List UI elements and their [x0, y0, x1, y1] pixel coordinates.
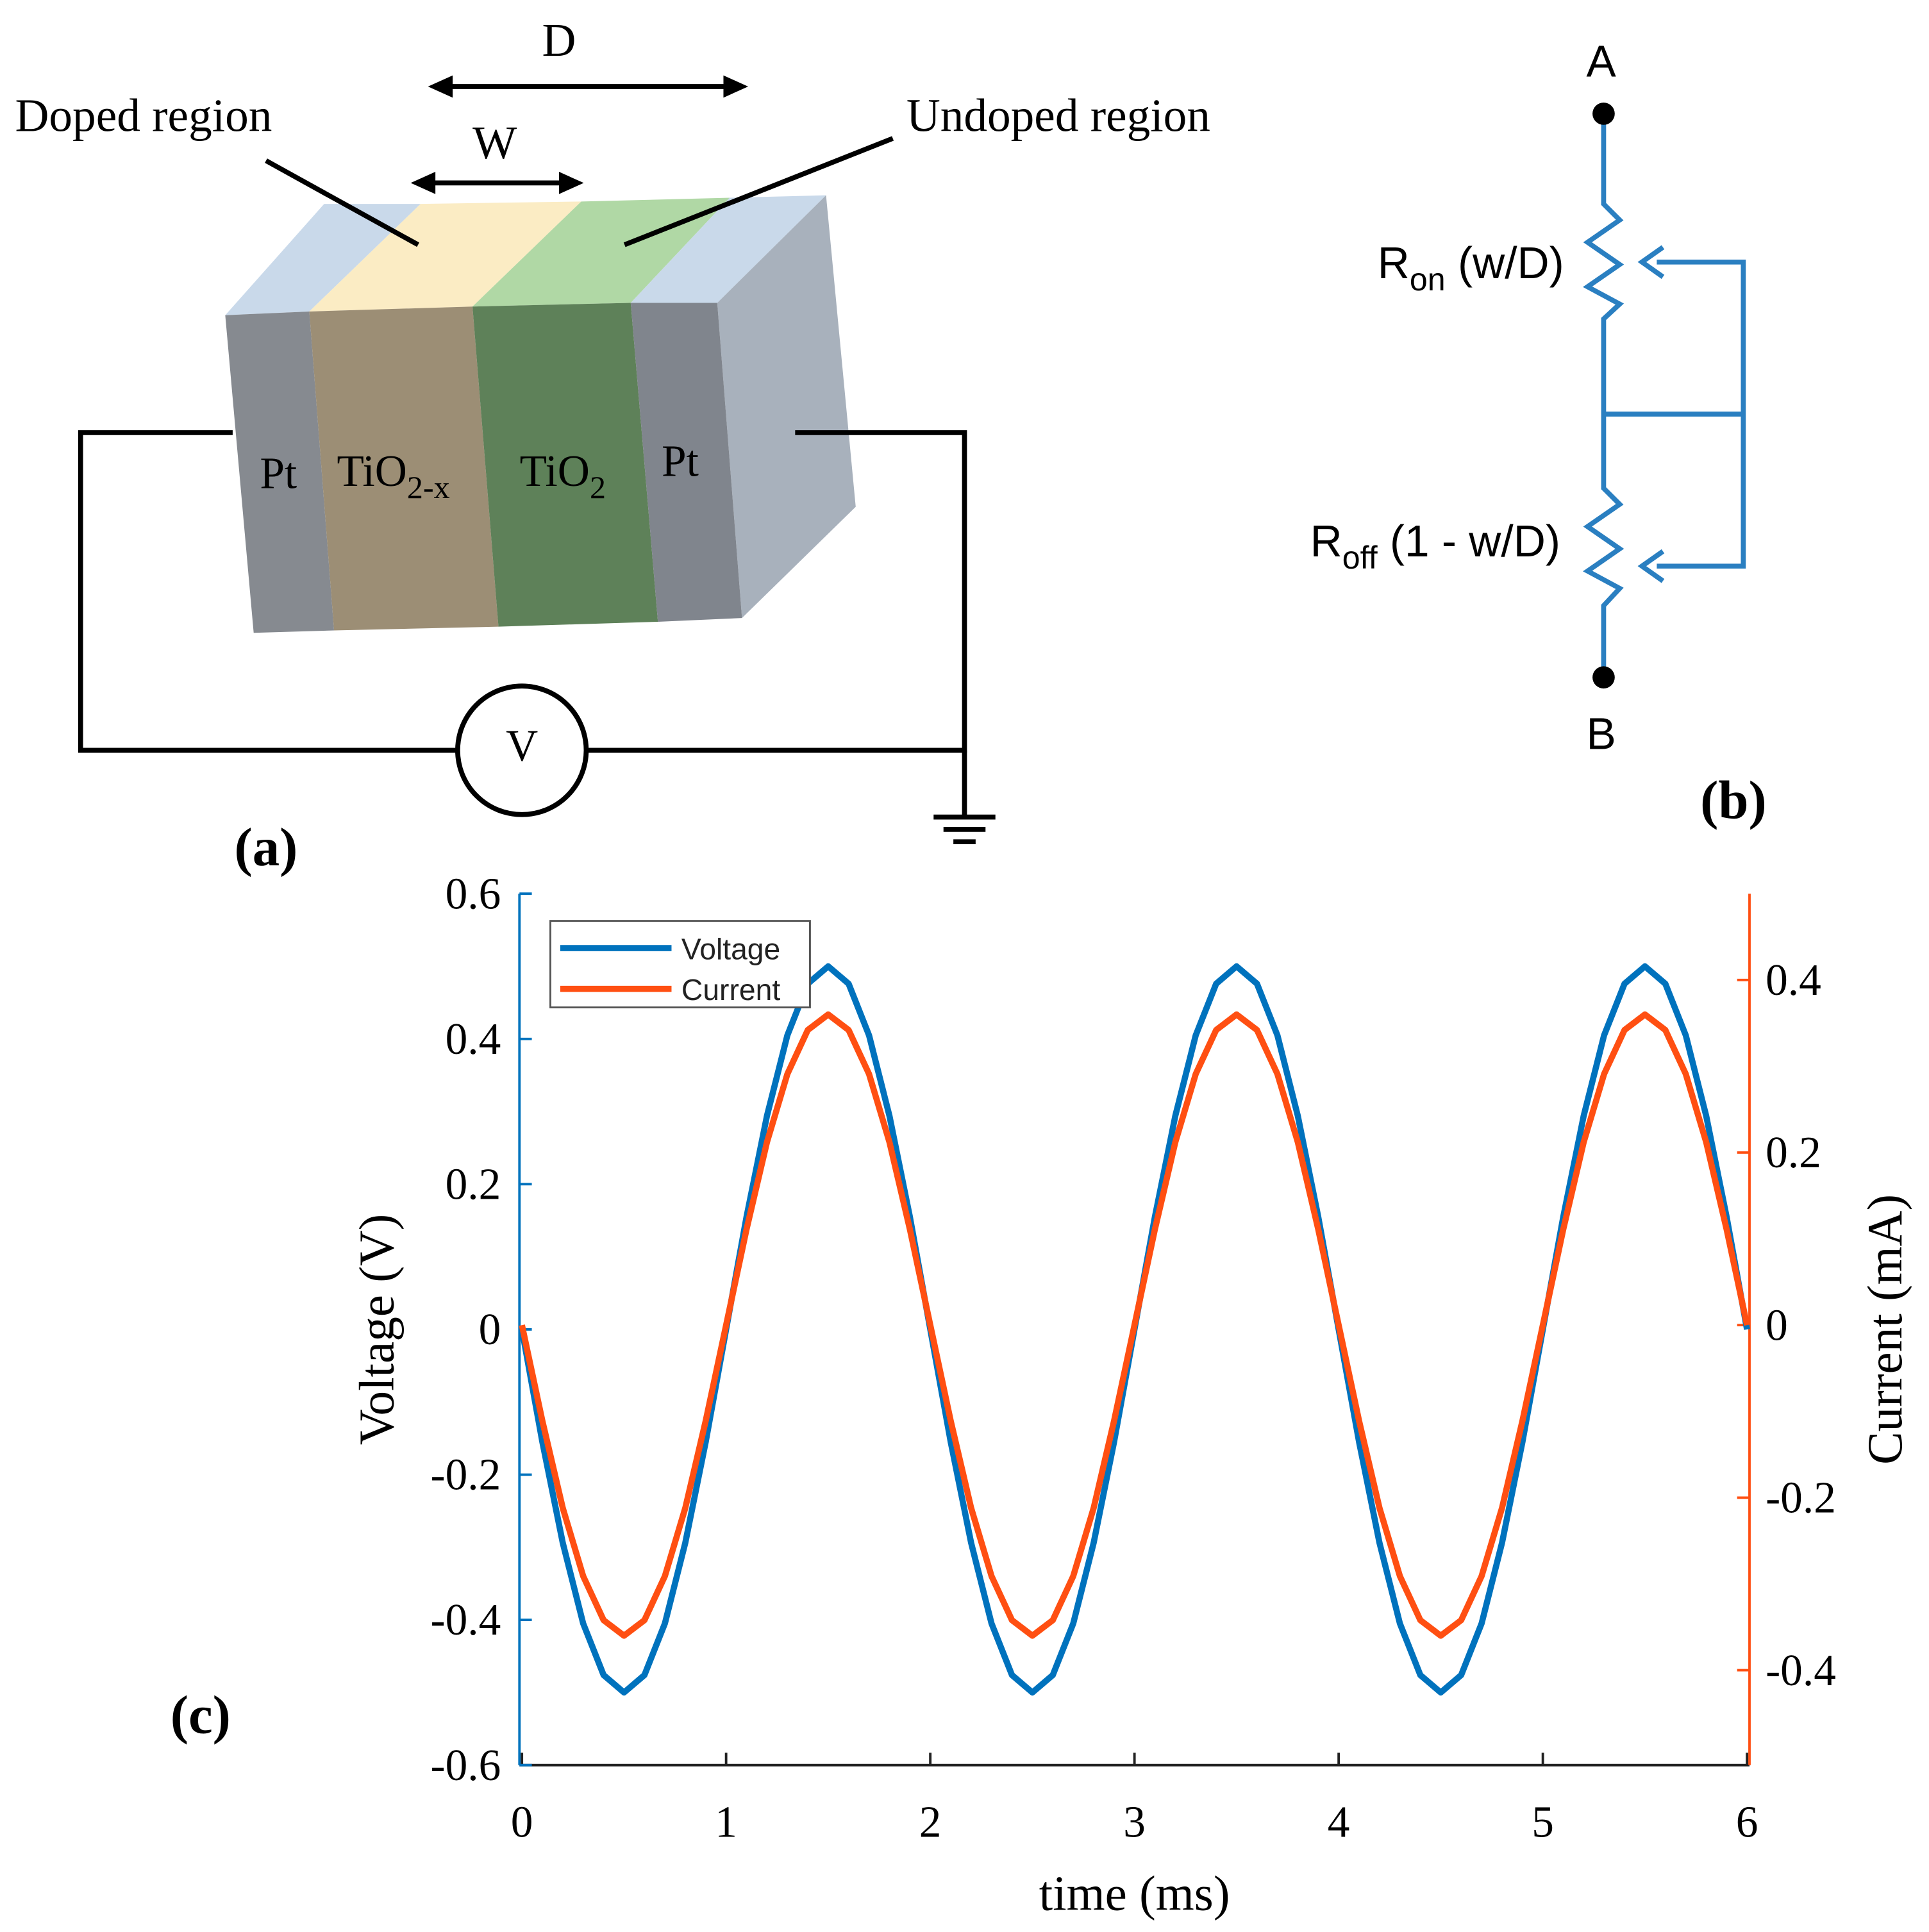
node: [1592, 103, 1615, 125]
y-tick-label: -0.2: [430, 1451, 501, 1500]
x-tick-label: 0: [511, 1798, 533, 1847]
y-tick-label: 0: [479, 1305, 501, 1354]
label-rest: (w/D): [1446, 238, 1564, 288]
label-sub: off: [1342, 540, 1378, 576]
panel-a: Pt TiO2-x TiO2 Pt V D W Doped region Und…: [15, 14, 1210, 878]
x-tick-label: 2: [919, 1798, 942, 1847]
y-tick-label: 0.2: [446, 1160, 501, 1209]
layer-label-main: TiO: [520, 447, 590, 496]
y-tick-label: 0.6: [446, 869, 501, 919]
y2-tick-label: -0.2: [1766, 1474, 1836, 1523]
node: [1592, 666, 1615, 689]
node-label: A: [1586, 37, 1616, 87]
y2-axis-label: Current (mA): [1857, 1194, 1912, 1465]
side-face: [717, 195, 856, 619]
layer-label: Pt: [662, 437, 699, 486]
arrow-head: [559, 172, 584, 194]
layer-label: TiO2: [520, 447, 606, 505]
wiper-wire: [1657, 259, 1746, 569]
y2-tick-label: -0.4: [1766, 1646, 1836, 1695]
resistor-chain: [1583, 113, 1624, 678]
resistor-label: Ron (w/D): [1378, 238, 1564, 297]
legend-label: Current: [681, 973, 780, 1006]
top-undoped: [472, 197, 730, 307]
y-tick-label: -0.6: [430, 1741, 501, 1790]
layer-doped: [309, 306, 499, 631]
x-tick-label: 4: [1328, 1798, 1350, 1847]
region-label: Undoped region: [906, 89, 1210, 141]
resistor-network: [1583, 113, 1746, 678]
dimension-label: W: [472, 117, 517, 169]
data-line: [519, 1011, 1750, 1639]
layer-label-main: TiO: [337, 447, 407, 496]
y-tick-label: 0.4: [446, 1015, 501, 1064]
x-tick-label: 5: [1532, 1798, 1554, 1847]
label-sub: on: [1410, 262, 1446, 297]
x-tick-label: 3: [1123, 1798, 1146, 1847]
layer-label: TiO2-x: [337, 447, 450, 505]
leader-line: [623, 136, 894, 247]
label-rest: (1 - w/D): [1378, 516, 1560, 566]
resistor-label: Roff (1 - w/D): [1310, 516, 1560, 576]
layer-label: Pt: [260, 449, 297, 499]
top-doped: [309, 201, 581, 312]
panel-label: (c): [171, 1685, 231, 1745]
layer-undoped: [472, 303, 658, 627]
x-axis-label: time (ms): [1039, 1865, 1230, 1920]
wire: [78, 430, 458, 753]
arrow-head: [428, 75, 453, 98]
y2-tick-label: 0.4: [1766, 956, 1821, 1005]
node-label: B: [1586, 709, 1616, 759]
legend-label: Voltage: [681, 932, 780, 965]
voltage-source: [455, 683, 589, 817]
layer-label-sub: 2: [590, 469, 606, 505]
layer-pt-left: [225, 311, 335, 633]
top-pt-right: [630, 195, 826, 303]
region-label: Doped region: [15, 89, 272, 141]
arrow-head: [723, 75, 749, 98]
chart: 0 1 2 3 4 5 6 -0.6 -0.4 -0.2 0 0.2 0.4 0.6 -0.4 -0.2 0 0.…: [349, 869, 1913, 1920]
y-axis-label: Voltage (V): [349, 1214, 405, 1445]
layer-label-sub: 2-x: [407, 469, 450, 505]
wire: [586, 430, 967, 753]
circuit-wires: [78, 84, 996, 845]
layer-pt-right: [630, 303, 742, 622]
dimension-label: D: [542, 14, 576, 66]
source-label: V: [506, 721, 538, 770]
y2-tick-label: 0.2: [1766, 1128, 1821, 1178]
panel-label: (a): [235, 817, 298, 878]
top-pt-left: [225, 204, 421, 315]
panel-b: A B Ron (w/D) Roff (1 - w/D) (b): [1310, 37, 1767, 831]
arrow-head: [1637, 245, 1665, 279]
x-tick-label: 6: [1736, 1798, 1758, 1847]
y-tick-label: -0.4: [430, 1595, 501, 1645]
y2-tick-label: 0: [1766, 1301, 1788, 1350]
arrow-heads: [410, 75, 749, 194]
legend-box: [549, 920, 811, 1009]
arrow-head: [410, 172, 436, 194]
leader-line: [265, 158, 420, 247]
x-tick-label: 1: [715, 1798, 737, 1847]
panel-label: (b): [1700, 770, 1767, 831]
label-main: R: [1310, 516, 1342, 566]
label-main: R: [1378, 238, 1410, 288]
arrow-head: [1637, 549, 1665, 583]
